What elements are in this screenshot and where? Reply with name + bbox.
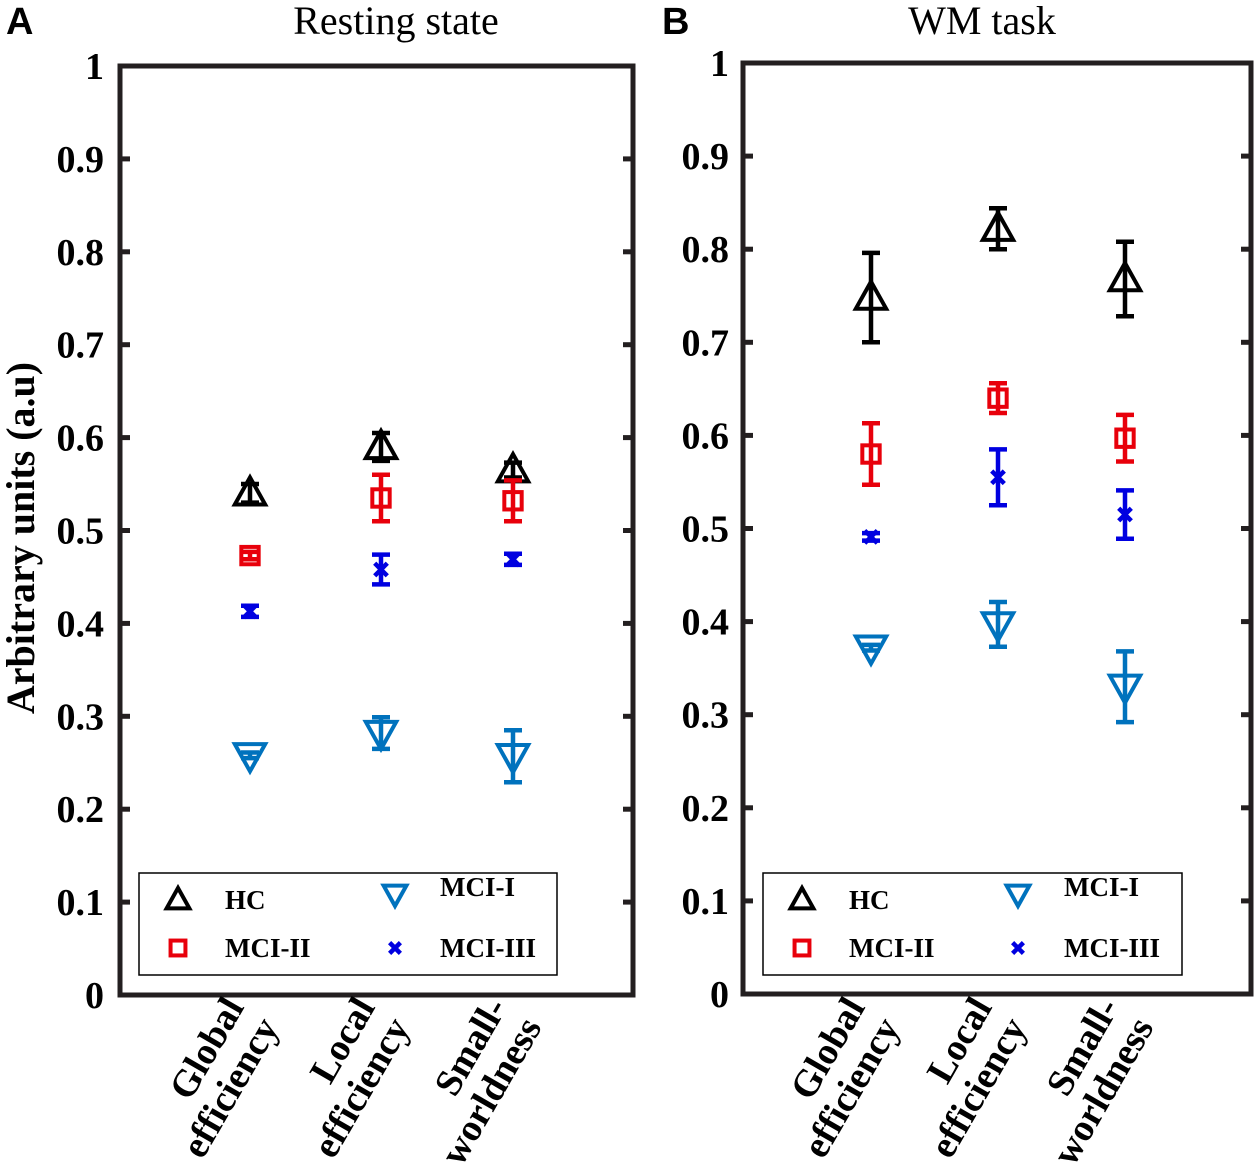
panel-b-point-hc <box>852 277 890 311</box>
panel-b-errorbar-mci-ii <box>862 421 880 487</box>
panel-b-ytick-label: 0.6 <box>682 415 730 457</box>
panel-b-ytick-label: 0.8 <box>682 229 730 271</box>
panel-b-legend-label-mci-ii: MCI-II <box>849 933 935 963</box>
panel-a-ytick-label: 1 <box>85 46 104 88</box>
panel-a-point-mci-i <box>362 719 400 754</box>
panel-b-point-mci-i <box>979 611 1017 645</box>
panel-b-ytick-label: 1 <box>710 43 729 85</box>
panel-a-legend-label-mci-i: MCI-I <box>440 872 515 902</box>
panel-a-point-hc <box>362 426 400 461</box>
panel-b-legend-box <box>762 872 1183 976</box>
panel-b-point-mci-iii <box>1117 506 1133 523</box>
panel-a-ytick-label: 0 <box>85 975 104 1017</box>
panel-a-point-mci-iii <box>505 551 521 568</box>
panel-a-ytick-label: 0.7 <box>57 325 105 367</box>
panel-b-y-ticks: 0 0.1 0.2 0.3 0.4 0.5 0.6 0.7 0.8 0.9 1 <box>682 43 1251 1016</box>
panel-a-point-mci-i <box>231 742 269 776</box>
panel-a-letter: A <box>6 1 33 43</box>
panel-a-point-mci-ii <box>502 490 524 512</box>
panel-b-ytick-label: 0.1 <box>682 881 730 923</box>
panel-b-point-mci-iii <box>863 528 879 545</box>
panel-a-legend-label-mci-ii: MCI-II <box>225 933 311 963</box>
panel-a-ytick-label: 0.6 <box>57 418 105 460</box>
panel-b-point-mci-ii <box>1114 427 1136 449</box>
panel-a-legend-label-mci-iii: MCI-III <box>440 933 536 963</box>
panel-b-errorbar-hc <box>1116 239 1134 319</box>
panel-b-point-hc <box>979 208 1017 242</box>
panel-b-legend-marker-mci-iii <box>1011 941 1025 955</box>
panel-b: B WM task 00.10.20.30.40.50.60.70.80.91 … <box>662 0 1254 1167</box>
panel-a-point-mci-ii <box>239 544 261 567</box>
panel-b-legend-marker-hc <box>787 883 817 911</box>
panel-a-ytick-label: 0.2 <box>57 789 105 831</box>
panel-b-errorbar-mci-i <box>1116 649 1134 725</box>
panel-b-legend-label-hc: HC <box>849 885 890 915</box>
panel-a-legend-label-hc: HC <box>225 885 266 915</box>
panel-b-errorbar-hc <box>862 250 880 345</box>
panel-b-ytick-label: 0.9 <box>682 136 730 178</box>
panel-a-data-marks <box>231 426 532 785</box>
panel-b-point-mci-i <box>1106 673 1144 707</box>
panel-a-legend-marker-hc <box>163 883 193 911</box>
panel-b-legend-label-mci-i: MCI-I <box>1064 872 1139 902</box>
panel-a-y-ticks: 0 0.1 0.2 0.3 0.4 0.5 0.6 0.7 0.8 0.9 1 <box>57 46 633 1017</box>
panel-b-point-hc <box>1106 258 1144 293</box>
panel-b-legend-marker-mci-i <box>1003 883 1033 911</box>
panel-b-legend-items: HC MCI-I MCI-II MCI-III <box>787 872 1160 963</box>
panel-a-axes-box <box>117 63 636 998</box>
panel-b-legend: HC MCI-I MCI-II MCI-III <box>762 872 1183 976</box>
panel-a-ytick-label: 0.1 <box>57 882 105 924</box>
panel-a-errorbar-mci-ii <box>241 549 259 562</box>
panel-a-title: Resting state <box>293 0 499 43</box>
panel-b-data-marks <box>852 205 1144 725</box>
panel-a-ytick-label: 0.9 <box>57 139 105 181</box>
panel-b-axes-box <box>740 60 1254 997</box>
panel-b-point-mci-i <box>852 634 890 668</box>
panel-a-point-mci-i <box>494 743 532 777</box>
panel-a-errorbar-mci-ii <box>372 472 390 524</box>
panel-a-ytick-label: 0.5 <box>57 511 105 553</box>
panel-a-category-label: Small-worldness <box>426 991 550 1167</box>
panel-a-legend-marker-mci-iii <box>388 941 402 955</box>
panel-b-category-label: Small-worldness <box>1038 991 1162 1167</box>
panel-a-legend: HC MCI-I MCI-II MCI-III <box>138 872 558 976</box>
panel-b-ytick-label: 0.2 <box>682 788 730 830</box>
panel-a-ytick-label: 0.3 <box>57 696 105 738</box>
panel-b-ytick-label: 0.5 <box>682 509 730 551</box>
panel-b-point-mci-ii <box>987 387 1009 409</box>
panel-b-ytick-label: 0.7 <box>682 322 730 364</box>
panel-b-point-mci-ii <box>860 443 882 465</box>
panel-b-ytick-label: 0.3 <box>682 695 730 737</box>
panel-b-errorbar-mci-ii <box>1116 412 1134 464</box>
panel-a-legend-items: HC MCI-I MCI-II MCI-III <box>163 872 536 963</box>
panel-b-point-mci-iii <box>990 469 1006 486</box>
panel-a-ytick-label: 0.4 <box>57 603 105 645</box>
panel-a-point-mci-ii <box>370 487 392 509</box>
panel-a: A Resting state 0 0.1 0.2 0.3 0.4 0.5 0.6 0.7 0.… <box>6 0 636 1167</box>
panel-a-legend-marker-mci-ii <box>168 938 188 958</box>
panel-a-legend-box <box>138 872 558 976</box>
panel-b-legend-label-mci-iii: MCI-III <box>1064 933 1160 963</box>
panel-a-legend-marker-mci-i <box>380 883 410 911</box>
panel-a-point-mci-iii <box>242 603 258 620</box>
panel-a-point-hc <box>231 473 269 507</box>
panel-b-ytick-label: 0.4 <box>682 602 730 644</box>
panel-b-legend-marker-mci-ii <box>792 938 812 958</box>
panel-a-errorbar-mci-ii <box>504 478 522 524</box>
panel-a-point-mci-iii <box>373 561 389 578</box>
panel-b-title: WM task <box>908 0 1056 43</box>
y-axis-label: Arbitrary units (a.u) <box>0 362 43 714</box>
panel-b-letter: B <box>662 1 689 43</box>
panel-a-ytick-label: 0.8 <box>57 232 105 274</box>
panel-b-ytick-label: 0 <box>710 974 729 1016</box>
